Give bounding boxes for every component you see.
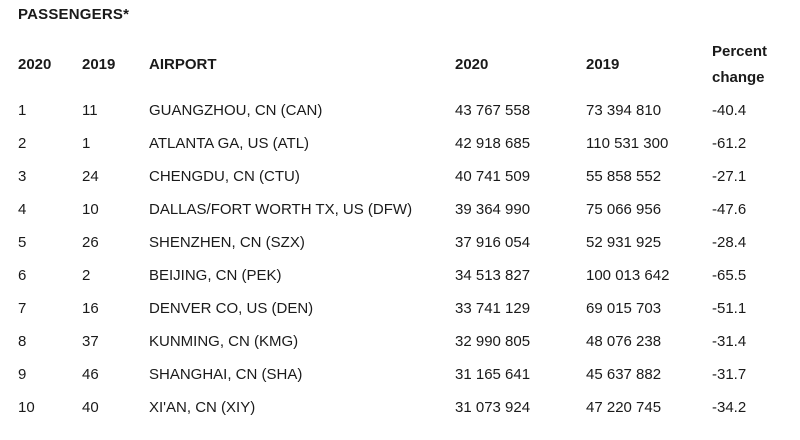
cell-passengers-2019: 110 531 300 xyxy=(586,135,669,152)
cell-rank-2020: 5 xyxy=(18,234,27,251)
cell-passengers-2019: 75 066 956 xyxy=(586,201,662,218)
table-row: 2 1 ATLANTA GA, US (ATL) 42 918 685 110 531 … xyxy=(0,127,800,160)
table-row: 8 37 KUNMING, CN (KMG) 32 990 805 48 076 238… xyxy=(0,325,800,358)
cell-rank-2020: 7 xyxy=(18,300,27,317)
header-passengers-2019: 2019 xyxy=(586,56,620,73)
header-row: 2020 2019 AIRPORT 2020 2019 Percent chan… xyxy=(0,36,800,94)
cell-rank-2019: 2 xyxy=(82,267,91,284)
table-row: 7 16 DENVER CO, US (DEN) 33 741 129 69 015 7… xyxy=(0,292,800,325)
table-row: 9 46 SHANGHAI, CN (SHA) 31 165 641 45 637 88… xyxy=(0,358,800,391)
cell-rank-2020: 9 xyxy=(18,366,27,383)
cell-percent-change: -34.2 xyxy=(712,399,747,416)
header-percent-line2: change xyxy=(712,69,765,86)
cell-rank-2019: 1 xyxy=(82,135,91,152)
cell-passengers-2020: 31 073 924 xyxy=(455,399,531,416)
cell-passengers-2020: 43 767 558 xyxy=(455,102,531,119)
cell-airport: SHENZHEN, CN (SZX) xyxy=(149,234,305,251)
cell-rank-2019: 40 xyxy=(82,399,99,416)
header-percent-line1: Percent xyxy=(712,43,768,60)
cell-passengers-2019: 73 394 810 xyxy=(586,102,662,119)
table-row: 6 2 BEIJING, CN (PEK) 34 513 827 100 013 642… xyxy=(0,259,800,292)
cell-passengers-2020: 33 741 129 xyxy=(455,300,531,317)
header-percent-change: Percent change xyxy=(696,36,800,94)
table-row: 3 24 CHENGDU, CN (CTU) 40 741 509 55 858 552… xyxy=(0,160,800,193)
cell-airport: SHANGHAI, CN (SHA) xyxy=(149,366,303,383)
header-passengers-2020: 2020 xyxy=(455,56,489,73)
cell-rank-2020: 3 xyxy=(18,168,27,185)
cell-percent-change: -51.1 xyxy=(712,300,747,317)
header-rank-2019: 2019 xyxy=(82,56,116,73)
cell-rank-2020: 1 xyxy=(18,102,27,119)
cell-passengers-2020: 32 990 805 xyxy=(455,333,531,350)
cell-passengers-2020: 34 513 827 xyxy=(455,267,531,284)
table-title: PASSENGERS* xyxy=(18,6,130,23)
cell-percent-change: -61.2 xyxy=(712,135,747,152)
cell-rank-2019: 24 xyxy=(82,168,99,185)
cell-rank-2019: 26 xyxy=(82,234,99,251)
cell-percent-change: -40.4 xyxy=(712,102,747,119)
cell-percent-change: -47.6 xyxy=(712,201,747,218)
header-rank-2020: 2020 xyxy=(18,56,52,73)
cell-airport: ATLANTA GA, US (ATL) xyxy=(149,135,310,152)
cell-passengers-2020: 31 165 641 xyxy=(455,366,531,383)
cell-rank-2020: 2 xyxy=(18,135,27,152)
cell-passengers-2020: 37 916 054 xyxy=(455,234,531,251)
cell-percent-change: -31.7 xyxy=(712,366,747,383)
cell-passengers-2019: 48 076 238 xyxy=(586,333,662,350)
cell-airport: KUNMING, CN (KMG) xyxy=(149,333,299,350)
cell-passengers-2020: 39 364 990 xyxy=(455,201,531,218)
cell-airport: GUANGZHOU, CN (CAN) xyxy=(149,102,323,119)
cell-airport: XI'AN, CN (XIY) xyxy=(149,399,256,416)
cell-airport: CHENGDU, CN (CTU) xyxy=(149,168,300,185)
cell-airport: DALLAS/FORT WORTH TX, US (DFW) xyxy=(149,201,413,218)
cell-rank-2020: 6 xyxy=(18,267,27,284)
table-row: 5 26 SHENZHEN, CN (SZX) 37 916 054 52 931 92… xyxy=(0,226,800,259)
cell-passengers-2019: 52 931 925 xyxy=(586,234,662,251)
cell-airport: DENVER CO, US (DEN) xyxy=(149,300,314,317)
cell-percent-change: -28.4 xyxy=(712,234,747,251)
cell-rank-2019: 11 xyxy=(82,102,98,119)
table-row: 4 10 DALLAS/FORT WORTH TX, US (DFW) 39 364 … xyxy=(0,193,800,226)
cell-passengers-2019: 69 015 703 xyxy=(586,300,662,317)
passengers-table: 2020 2019 AIRPORT 2020 2019 Percent chan… xyxy=(0,36,800,424)
cell-rank-2020: 8 xyxy=(18,333,27,350)
header-airport: AIRPORT xyxy=(149,56,217,73)
cell-percent-change: -31.4 xyxy=(712,333,747,350)
cell-percent-change: -65.5 xyxy=(712,267,747,284)
cell-passengers-2019: 45 637 882 xyxy=(586,366,662,383)
cell-rank-2019: 16 xyxy=(82,300,99,317)
cell-airport: BEIJING, CN (PEK) xyxy=(149,267,282,284)
cell-rank-2019: 10 xyxy=(82,201,99,218)
cell-passengers-2020: 42 918 685 xyxy=(455,135,531,152)
cell-rank-2020: 4 xyxy=(18,201,27,218)
cell-rank-2019: 37 xyxy=(82,333,99,350)
cell-passengers-2020: 40 741 509 xyxy=(455,168,531,185)
cell-percent-change: -27.1 xyxy=(712,168,747,185)
table-row: 10 40 XI'AN, CN (XIY) 31 073 924 47 220 745 -… xyxy=(0,391,800,424)
cell-passengers-2019: 47 220 745 xyxy=(586,399,662,416)
cell-passengers-2019: 55 858 552 xyxy=(586,168,662,185)
cell-passengers-2019: 100 013 642 xyxy=(586,267,670,284)
cell-rank-2020: 10 xyxy=(18,399,35,416)
cell-rank-2019: 46 xyxy=(82,366,99,383)
table-row: 1 11 GUANGZHOU, CN (CAN) 43 767 558 73 394 8… xyxy=(0,94,800,127)
